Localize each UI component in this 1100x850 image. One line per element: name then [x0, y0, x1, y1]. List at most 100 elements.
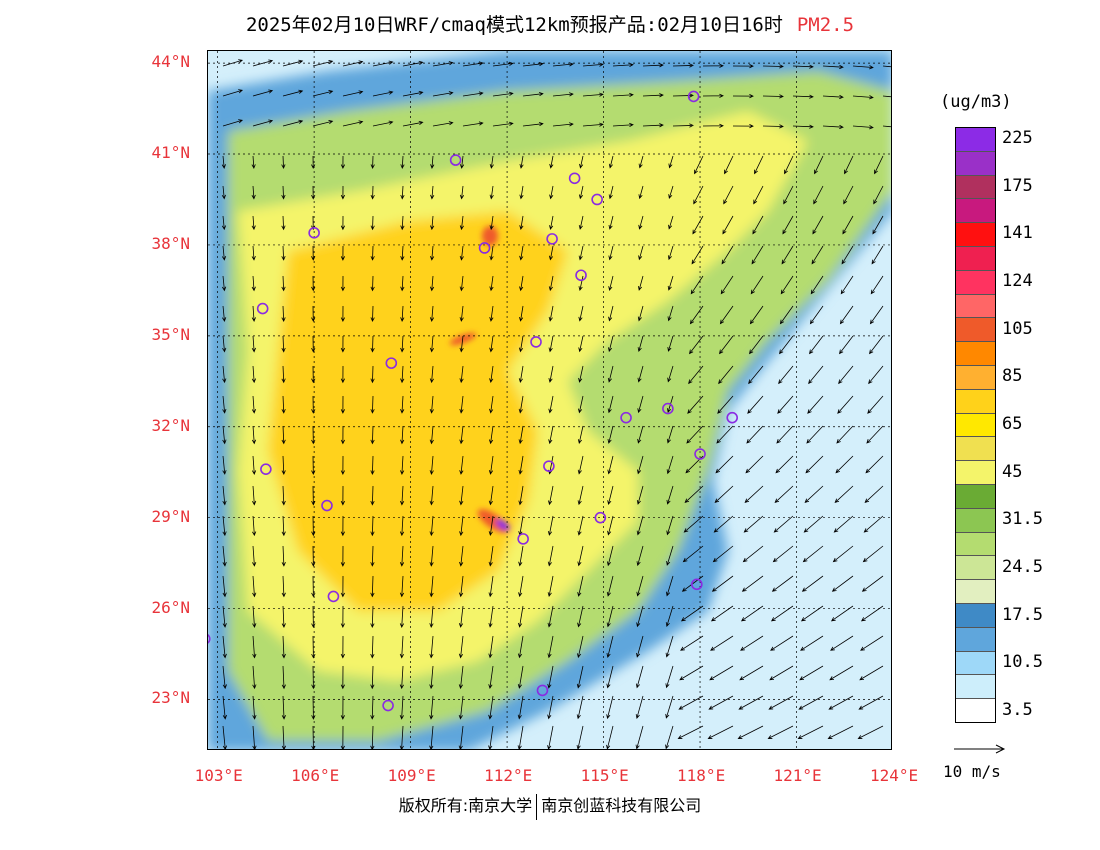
wind-vector: [809, 305, 824, 325]
wind-vector: [857, 725, 884, 739]
wind-vector: [312, 90, 334, 97]
wind-vector: [221, 245, 227, 261]
wind-vector: [582, 122, 604, 127]
wind-vector: [608, 155, 614, 169]
wind-vector: [489, 395, 494, 414]
wind-vector: [489, 185, 494, 200]
longitude-label: 106°E: [291, 766, 340, 785]
city-station-marker[interactable]: [517, 533, 529, 545]
wind-vector: [340, 605, 345, 629]
longitude-label: 109°E: [387, 766, 436, 785]
pm25-forecast-map[interactable]: [207, 50, 892, 750]
wind-vector: [252, 665, 257, 690]
wind-vector: [340, 485, 345, 506]
wind-vector: [281, 545, 286, 567]
wind-vector: [340, 665, 345, 690]
wind-vector: [637, 305, 644, 322]
wind-vector: [281, 665, 286, 690]
city-station-marker[interactable]: [726, 411, 739, 424]
city-station-marker[interactable]: [687, 90, 700, 103]
city-station-marker[interactable]: [321, 499, 333, 512]
city-station-marker[interactable]: [385, 357, 398, 369]
map-title: 2025年02月10日WRF/cmaq模式12km预报产品:02月10日16时 P…: [0, 10, 1100, 37]
wind-vector: [782, 215, 794, 235]
wind-vector: [311, 155, 316, 170]
city-station-marker[interactable]: [594, 511, 607, 524]
copyright-right: 南京创蓝科技有限公司: [541, 796, 702, 815]
city-station-marker[interactable]: [620, 411, 632, 424]
city-station-marker[interactable]: [546, 233, 558, 245]
wind-vector: [518, 365, 524, 383]
wind-vector: [312, 120, 334, 127]
city-station-marker[interactable]: [260, 463, 272, 475]
city-station-marker[interactable]: [382, 699, 394, 712]
city-station-marker[interactable]: [694, 448, 706, 460]
wind-vector: [552, 92, 574, 97]
wind-vector: [606, 635, 614, 658]
wind-vector: [489, 305, 494, 322]
wind-vector: [642, 63, 664, 68]
wind-vector: [492, 61, 514, 67]
wind-vector: [459, 155, 465, 169]
wind-vector: [251, 215, 256, 231]
wind-vector: [642, 93, 664, 98]
wind-vector: [665, 695, 674, 719]
wind-vector: [459, 245, 464, 261]
wind-vector: [429, 695, 434, 720]
wind-vector: [222, 665, 227, 690]
city-station-marker[interactable]: [575, 269, 587, 282]
city-station-marker[interactable]: [530, 336, 542, 348]
wind-vector: [638, 215, 644, 230]
wind-vector: [702, 123, 724, 128]
city-station-marker[interactable]: [449, 154, 462, 166]
wind-vector: [222, 119, 244, 127]
wind-vector: [750, 275, 764, 295]
city-station-marker[interactable]: [256, 302, 269, 315]
wind-vector: [840, 275, 854, 295]
wind-vector: [636, 515, 644, 536]
wind-vector: [859, 665, 884, 681]
wind-vector: [282, 89, 304, 97]
wind-vector: [577, 485, 584, 506]
city-station-marker[interactable]: [662, 402, 674, 415]
wind-vector: [340, 335, 346, 353]
wind-vector: [783, 185, 794, 205]
pollutant-label: PM2.5: [796, 14, 855, 36]
longitude-label: 115°E: [580, 766, 629, 785]
wind-vector: [860, 605, 884, 622]
wind-vector: [489, 275, 494, 292]
wind-vector: [608, 215, 614, 230]
city-station-marker[interactable]: [308, 227, 320, 239]
wind-vector: [548, 335, 554, 353]
colorbar: [955, 127, 996, 723]
city-station-marker[interactable]: [208, 634, 211, 644]
colorbar-swatch: [956, 580, 995, 604]
colorbar-label: 3.5: [1002, 700, 1033, 721]
wind-vector: [831, 575, 854, 592]
wind-vector: [665, 635, 674, 658]
city-station-marker[interactable]: [591, 193, 603, 206]
city-station-marker[interactable]: [568, 172, 581, 185]
wind-vector: [682, 545, 704, 563]
wind-vector: [776, 425, 794, 444]
wind-vector: [667, 365, 674, 383]
city-station-marker[interactable]: [543, 460, 555, 472]
wind-vector: [281, 455, 286, 476]
wind-vector: [252, 59, 274, 67]
city-station-marker[interactable]: [478, 242, 491, 254]
city-station-marker[interactable]: [536, 684, 549, 697]
longitude-label: 112°E: [484, 766, 533, 785]
wind-vector: [251, 305, 256, 322]
wind-vector: [752, 215, 764, 235]
wind-vector: [222, 545, 227, 567]
city-station-marker[interactable]: [691, 578, 703, 591]
wind-vector: [739, 665, 764, 681]
wind-vector: [462, 91, 484, 97]
wind-vector: [518, 455, 524, 475]
wind-vector: [458, 605, 464, 628]
wind-vector: [802, 545, 824, 563]
wind-vector: [607, 365, 614, 383]
wind-vector: [251, 185, 256, 200]
wind-vector: [607, 425, 614, 444]
city-station-marker[interactable]: [327, 590, 340, 603]
